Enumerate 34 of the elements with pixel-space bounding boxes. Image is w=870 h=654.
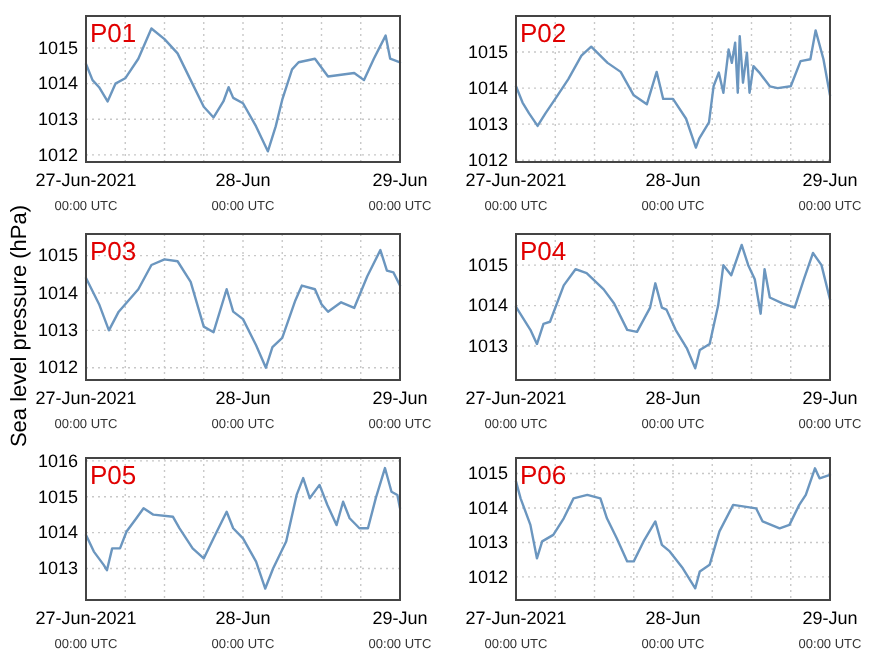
y-tick-label: 1016 <box>37 450 78 471</box>
y-tick-label: 1014 <box>37 73 78 94</box>
y-tick-label: 1013 <box>37 558 78 579</box>
y-tick-label: 1015 <box>37 245 78 266</box>
y-axis-title: Sea level pressure (hPa) <box>8 204 32 448</box>
y-tick-label: 1012 <box>467 149 508 170</box>
y-tick-label: 1014 <box>467 295 508 316</box>
y-tick-label: 1012 <box>467 566 508 587</box>
y-tick-label: 1012 <box>37 144 78 165</box>
chart-title: P03 <box>90 236 137 266</box>
y-tick-label: 1015 <box>37 486 78 507</box>
y-tick-label: 1014 <box>467 497 508 518</box>
y-tick-label: 1014 <box>37 522 78 543</box>
chart-title: P05 <box>90 460 137 490</box>
line-series <box>514 467 832 590</box>
y-tick-label: 1013 <box>467 113 508 134</box>
line-series <box>514 243 832 370</box>
y-tick-label: 1015 <box>37 37 78 58</box>
y-tick-label: 1013 <box>37 109 78 130</box>
y-tick-label: 1013 <box>37 320 78 341</box>
line-series <box>84 466 402 590</box>
y-tick-label: 1012 <box>37 357 78 378</box>
y-tick-label: 1015 <box>467 41 508 62</box>
y-tick-label: 1015 <box>467 254 508 275</box>
y-tick-label: 1014 <box>467 77 508 98</box>
y-tick-label: 1013 <box>467 335 508 356</box>
chart-title: P02 <box>520 18 567 48</box>
line-series <box>84 27 402 153</box>
chart-title: P01 <box>90 18 137 48</box>
chart-title: P06 <box>520 460 567 490</box>
y-tick-label: 1014 <box>37 282 78 303</box>
y-tick-label: 1013 <box>467 532 508 553</box>
chart-title: P04 <box>520 236 567 266</box>
y-tick-label: 1015 <box>467 463 508 484</box>
